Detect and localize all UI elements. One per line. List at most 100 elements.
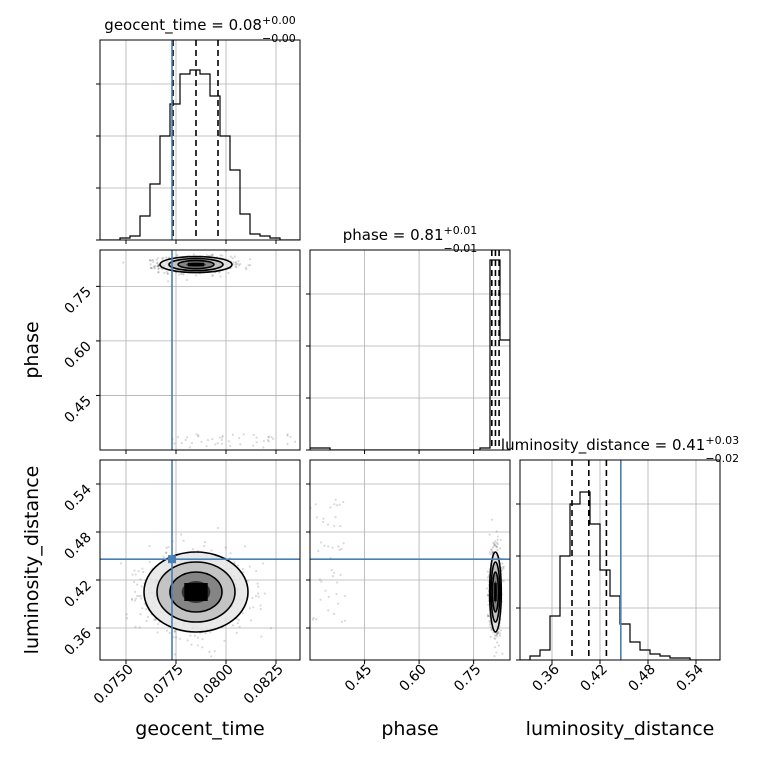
sample-point (324, 589, 327, 592)
sample-point (314, 503, 317, 506)
sample-point (486, 593, 489, 596)
sample-point (173, 630, 176, 633)
y-tick-label: 0.36 (61, 625, 94, 658)
sample-point (218, 436, 221, 439)
sample-point (155, 258, 158, 261)
x-axis-label: geocent_time (135, 718, 264, 740)
sample-point (210, 254, 213, 257)
x-tick-label: 0.36 (529, 661, 562, 694)
contour-line (491, 571, 500, 613)
sample-point (156, 265, 159, 268)
sample-point (173, 630, 177, 633)
sample-point (495, 635, 498, 638)
sample-point (502, 580, 505, 583)
sample-point (234, 263, 238, 266)
sample-point (234, 265, 237, 268)
sample-point (196, 644, 199, 647)
sample-point (167, 280, 170, 283)
sample-point (490, 628, 493, 632)
sample-point (157, 622, 160, 626)
sample-point (498, 634, 502, 637)
contour-line (169, 571, 223, 613)
sample-point (496, 538, 499, 541)
sample-point (495, 634, 498, 637)
sample-point (495, 651, 498, 654)
sample-point (488, 551, 491, 554)
sample-point (502, 565, 506, 568)
sample-point (490, 628, 494, 631)
sample-point (165, 551, 168, 554)
sample-point (152, 266, 156, 269)
sample-point (160, 257, 164, 260)
sample-point (223, 639, 226, 642)
sample-point (150, 267, 153, 270)
sample-point (231, 624, 235, 627)
sample-point (211, 274, 214, 278)
sample-point (221, 254, 224, 257)
sample-point (189, 634, 192, 637)
sample-point (167, 256, 170, 259)
y-axis-label: phase (21, 321, 43, 378)
sample-point (133, 590, 137, 593)
sample-point (493, 637, 496, 640)
sample-point (165, 551, 168, 555)
y-tick-label: 0.48 (61, 530, 94, 563)
sample-point (166, 272, 169, 275)
sample-point (211, 253, 214, 256)
sample-point (495, 546, 499, 549)
sample-point (178, 637, 182, 640)
sample-point (491, 550, 494, 553)
sample-point (489, 553, 492, 556)
sample-point (251, 596, 254, 600)
sample-point (494, 540, 497, 543)
sample-point (186, 639, 189, 642)
sample-point (134, 573, 137, 576)
sample-point (342, 500, 345, 504)
sample-point (236, 564, 240, 567)
sample-point (203, 544, 206, 548)
sample-point (237, 264, 241, 267)
sample-point (150, 266, 153, 269)
sample-point (499, 629, 502, 632)
sample-point (180, 272, 183, 275)
sample-point (234, 260, 237, 264)
sample-point (237, 260, 240, 263)
sample-point (255, 569, 258, 573)
sample-point (229, 444, 232, 448)
sample-point (322, 517, 325, 520)
sample-point (153, 267, 156, 270)
sample-point (317, 549, 320, 552)
sample-point (145, 619, 148, 623)
sample-point (269, 627, 272, 630)
sample-point (332, 571, 336, 574)
sample-point (210, 549, 213, 552)
sample-point (242, 433, 245, 436)
sample-point (262, 446, 265, 449)
sample-point (340, 547, 343, 550)
sample-point (148, 544, 151, 548)
sample-point (267, 436, 270, 439)
sample-point (157, 265, 160, 268)
sample-point (136, 594, 139, 598)
sample-point (166, 272, 169, 275)
sample-point (501, 562, 504, 565)
sample-point (211, 253, 214, 256)
sample-point (229, 255, 232, 258)
panel-border (309, 459, 511, 661)
panel-border (519, 459, 721, 661)
y-axis-label: luminosity_distance (21, 466, 43, 655)
sample-point (267, 440, 270, 443)
sample-point (257, 595, 260, 598)
sample-point (156, 262, 159, 265)
sample-point (119, 562, 123, 565)
sample-point (150, 259, 153, 262)
x-axis-label: luminosity_distance (526, 718, 715, 740)
sample-point (496, 535, 499, 538)
sample-point (499, 538, 502, 542)
sample-point (208, 650, 211, 654)
scatter-content (310, 498, 510, 658)
sample-point (157, 256, 160, 260)
histogram-steps (310, 259, 510, 450)
sample-point (342, 542, 345, 545)
sample-point (490, 548, 493, 551)
